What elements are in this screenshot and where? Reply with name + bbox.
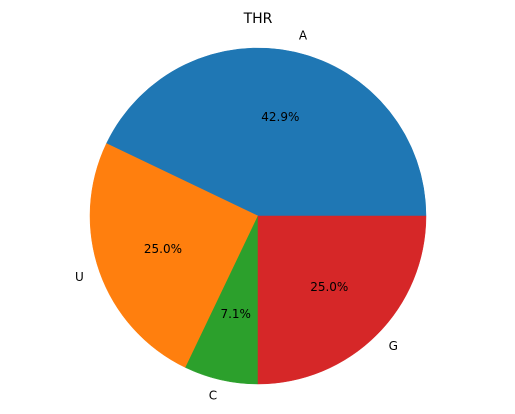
chart-title: THR xyxy=(243,11,273,27)
pie-slice-u xyxy=(89,143,259,368)
slice-label-c: C xyxy=(209,389,217,403)
percent-label-g: 25.0% xyxy=(310,280,348,294)
pie-slice-g xyxy=(257,215,427,385)
pie-slices xyxy=(89,47,427,385)
percent-label-c: 7.1% xyxy=(220,307,251,321)
slice-label-u: U xyxy=(75,270,84,284)
pie-labels: A 42.9% U 25.0% C 7.1% G 25.0% xyxy=(75,28,398,402)
pie-slice-a xyxy=(106,47,427,217)
slice-label-g: G xyxy=(389,339,398,353)
percent-label-u: 25.0% xyxy=(144,242,182,256)
slice-label-a: A xyxy=(299,28,308,42)
percent-label-a: 42.9% xyxy=(261,110,299,124)
